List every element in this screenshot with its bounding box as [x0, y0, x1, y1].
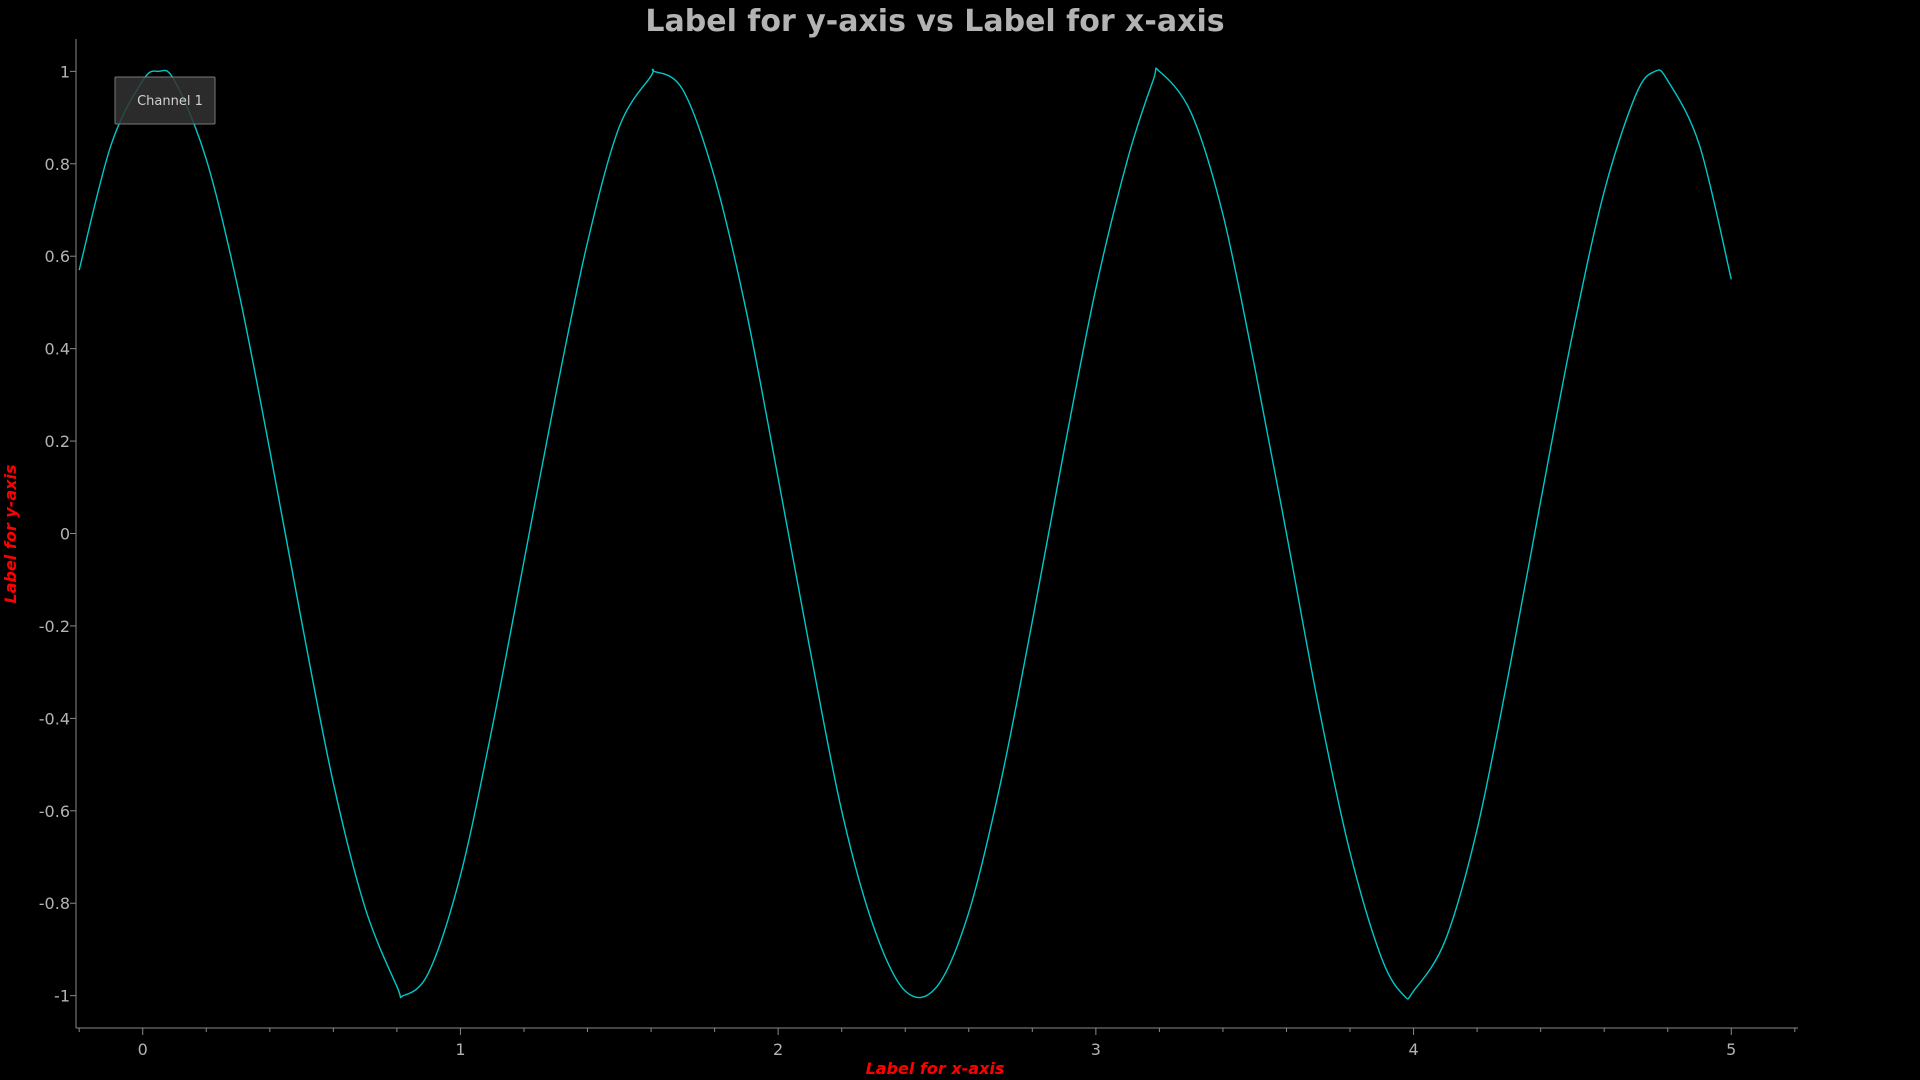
axes [75, 39, 1798, 1029]
y-axis-ticks: 1 0.8 0.6 0.4 0.2 0 -0.2 -0.4 -0.6 -0.8 -1 [39, 62, 76, 1006]
y-tick-label: 0 [60, 525, 70, 544]
y-tick-label: -0.2 [39, 617, 70, 636]
legend[interactable]: Channel 1 [114, 76, 216, 125]
chart-title: Label for y-axis vs Label for x-axis [645, 4, 1224, 39]
x-axis-label: Label for x-axis [866, 1059, 1005, 1078]
x-tick-label: 1 [455, 1040, 465, 1059]
legend-box [114, 76, 216, 125]
y-tick-label: 0.2 [45, 432, 70, 451]
y-tick-label: -1 [54, 987, 70, 1006]
y-tick-label: 1 [60, 62, 70, 81]
y-axis-label: Label for y-axis [1, 465, 20, 604]
y-tick-label: 0.6 [45, 247, 70, 266]
y-tick-label: -0.4 [39, 709, 70, 728]
series-line-channel-1 [78, 67, 1732, 1000]
series-lines [78, 67, 1732, 1000]
x-tick-label: 3 [1091, 1040, 1101, 1059]
y-tick-label: -0.6 [39, 802, 70, 821]
legend-label-channel-1: Channel 1 [137, 94, 203, 109]
x-tick-label: 5 [1726, 1040, 1736, 1059]
y-tick-label: 0.4 [45, 340, 70, 359]
x-tick-label: 2 [773, 1040, 783, 1059]
x-axis-ticks: 0 1 2 3 4 5 [78, 1028, 1796, 1059]
y-tick-label: -0.8 [39, 894, 70, 913]
y-tick-label: 0.8 [45, 155, 70, 174]
x-tick-label: 0 [138, 1040, 148, 1059]
x-tick-label: 4 [1408, 1040, 1418, 1059]
